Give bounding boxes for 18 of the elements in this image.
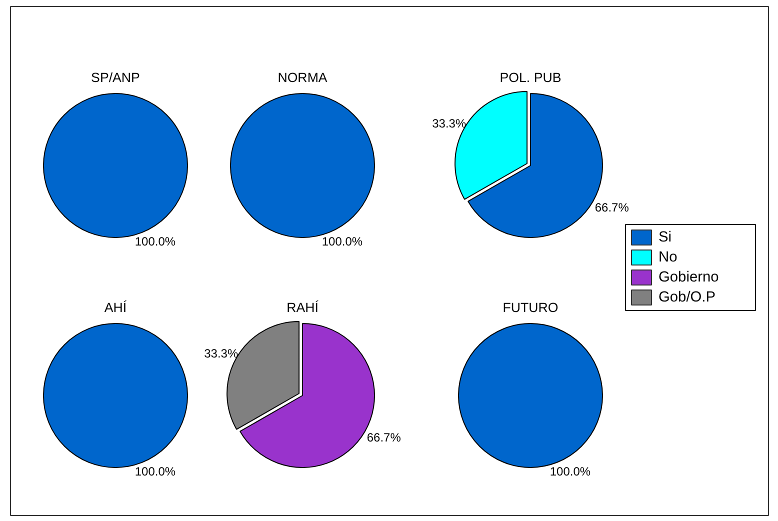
data-label: 66.7% bbox=[366, 430, 402, 445]
data-label: 33.3% bbox=[204, 346, 238, 360]
data-label: 100.0% bbox=[134, 234, 176, 249]
slice-label: NORMA bbox=[278, 70, 328, 85]
legend-label: No bbox=[658, 250, 678, 266]
slice-label: SP/ANP bbox=[91, 70, 140, 85]
slice-label: FUTURO bbox=[502, 300, 558, 315]
data-label: 100.0% bbox=[550, 464, 591, 479]
legend-label: Gobierno bbox=[658, 270, 719, 286]
data-label: 33.3% bbox=[432, 116, 466, 130]
legend-label: Si bbox=[658, 230, 672, 246]
data-label: 100.0% bbox=[134, 464, 176, 479]
legend-label: Gob/O.P bbox=[658, 290, 716, 306]
slice-label: POL. PUB bbox=[500, 70, 562, 85]
data-label: 100.0% bbox=[322, 234, 363, 249]
data-label: 66.7% bbox=[594, 200, 630, 215]
slice-label: RAHÍ bbox=[286, 300, 319, 315]
slice-label: AHÍ bbox=[104, 300, 127, 315]
